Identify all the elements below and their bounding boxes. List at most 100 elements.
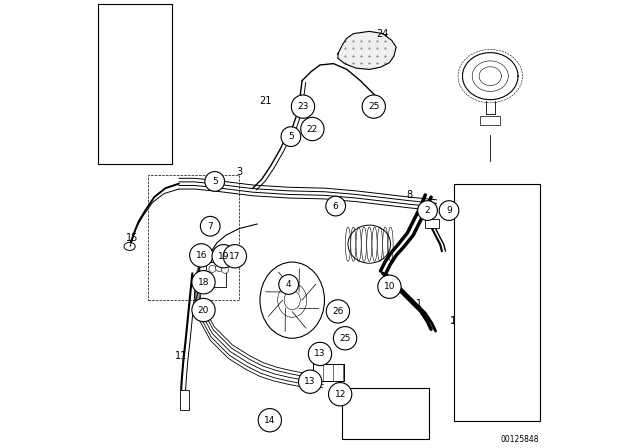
Text: 7: 7: [207, 222, 213, 231]
Text: 5: 5: [288, 132, 294, 141]
Circle shape: [223, 245, 246, 268]
Ellipse shape: [372, 227, 377, 261]
Circle shape: [279, 275, 298, 294]
Ellipse shape: [360, 409, 374, 418]
Circle shape: [378, 275, 401, 298]
Text: 25: 25: [339, 334, 351, 343]
Text: 2: 2: [425, 206, 430, 215]
Text: 00125848: 00125848: [500, 435, 539, 444]
Circle shape: [212, 245, 236, 268]
Text: 6: 6: [333, 202, 339, 211]
Text: 1: 1: [415, 299, 422, 309]
Bar: [180, 390, 189, 410]
Text: 9: 9: [446, 206, 452, 215]
Bar: [481, 394, 517, 408]
Ellipse shape: [124, 242, 135, 250]
Circle shape: [216, 264, 223, 271]
Text: 22: 22: [100, 96, 111, 105]
Ellipse shape: [362, 227, 367, 261]
Text: 21: 21: [259, 96, 271, 106]
Text: 9: 9: [458, 200, 465, 210]
Circle shape: [205, 172, 225, 191]
Circle shape: [192, 298, 215, 322]
Circle shape: [221, 266, 228, 273]
Text: 11: 11: [175, 351, 188, 361]
Bar: [122, 105, 130, 116]
Ellipse shape: [491, 332, 508, 342]
Circle shape: [298, 370, 322, 393]
Text: 10: 10: [380, 409, 391, 418]
Text: 18: 18: [151, 7, 162, 16]
Bar: [397, 418, 424, 429]
Ellipse shape: [356, 227, 361, 261]
Bar: [147, 175, 239, 300]
Text: 14: 14: [100, 7, 111, 16]
Text: 22: 22: [307, 125, 318, 134]
Circle shape: [200, 216, 220, 236]
Text: 13: 13: [458, 298, 472, 308]
Ellipse shape: [378, 227, 383, 261]
Bar: [205, 262, 226, 287]
Bar: [98, 4, 172, 164]
Text: 25: 25: [458, 250, 472, 260]
Text: 13: 13: [314, 349, 326, 358]
Text: 12: 12: [345, 409, 356, 418]
Circle shape: [439, 201, 459, 220]
Text: 14: 14: [264, 416, 275, 425]
Text: 26: 26: [332, 307, 344, 316]
Ellipse shape: [125, 69, 137, 77]
Circle shape: [281, 127, 301, 146]
Text: 3: 3: [236, 168, 243, 177]
Text: 13: 13: [305, 377, 316, 386]
Bar: [106, 26, 120, 29]
Circle shape: [209, 265, 216, 272]
Bar: [145, 105, 153, 116]
Bar: [159, 29, 170, 43]
Bar: [492, 242, 506, 246]
Text: 5: 5: [100, 75, 106, 84]
Circle shape: [291, 95, 315, 118]
Bar: [454, 184, 540, 421]
Circle shape: [192, 271, 215, 294]
Bar: [108, 29, 118, 43]
Polygon shape: [338, 31, 396, 69]
Bar: [156, 105, 164, 116]
Text: 10: 10: [384, 282, 395, 291]
Ellipse shape: [492, 299, 507, 308]
Text: 16: 16: [196, 251, 207, 260]
Circle shape: [308, 342, 332, 366]
Text: 17: 17: [229, 252, 241, 261]
Ellipse shape: [346, 227, 351, 261]
Circle shape: [258, 409, 282, 432]
Text: 23: 23: [298, 102, 308, 111]
Bar: [425, 219, 439, 228]
Text: 16: 16: [124, 7, 135, 16]
Bar: [157, 26, 172, 29]
Circle shape: [301, 117, 324, 141]
Ellipse shape: [116, 136, 123, 141]
Text: 24: 24: [376, 29, 389, 39]
Text: 23: 23: [100, 136, 111, 145]
Bar: [494, 246, 504, 267]
Circle shape: [328, 383, 352, 406]
Ellipse shape: [484, 196, 509, 214]
Text: 18: 18: [198, 278, 209, 287]
Text: 20: 20: [198, 306, 209, 314]
Text: 1: 1: [450, 316, 458, 327]
Circle shape: [326, 300, 349, 323]
Text: 26: 26: [458, 361, 472, 371]
Text: 7: 7: [458, 271, 465, 281]
Circle shape: [362, 95, 385, 118]
Text: 8: 8: [406, 190, 413, 200]
Text: 12: 12: [335, 390, 346, 399]
Bar: [303, 104, 308, 110]
Text: 15: 15: [125, 233, 138, 243]
Text: 25: 25: [368, 102, 380, 111]
Bar: [481, 116, 500, 125]
Text: 4: 4: [286, 280, 291, 289]
Ellipse shape: [351, 227, 356, 261]
Text: 4: 4: [458, 332, 465, 342]
Bar: [360, 413, 374, 422]
Ellipse shape: [388, 227, 393, 261]
Circle shape: [189, 244, 213, 267]
